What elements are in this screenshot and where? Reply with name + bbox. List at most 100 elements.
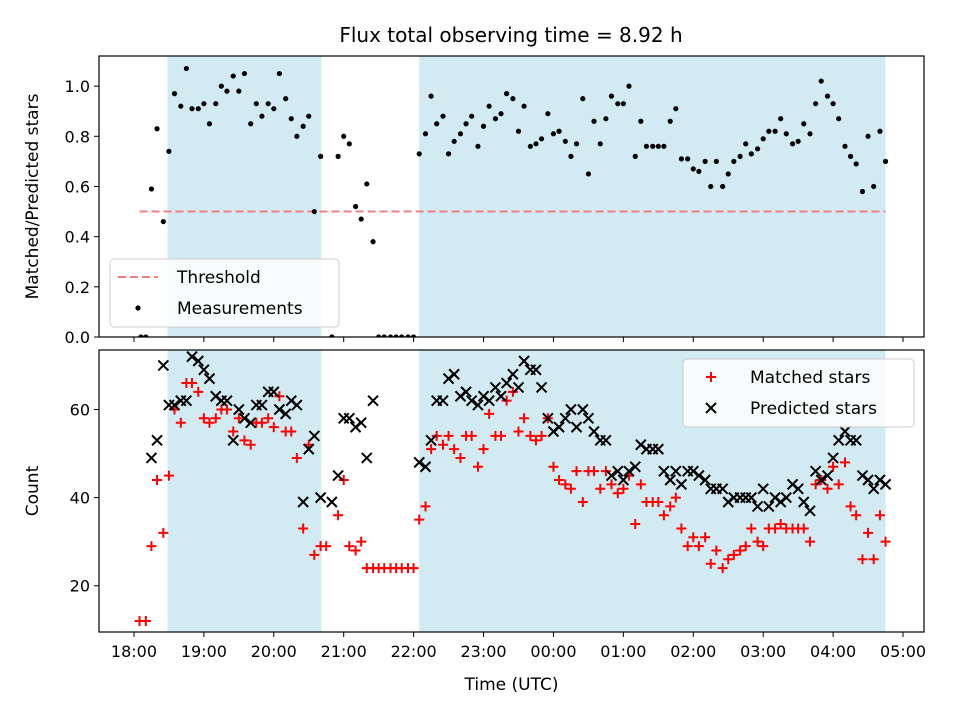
measurement-point [416, 151, 422, 157]
predicted-star-point [489, 381, 502, 394]
predicted-star-point [757, 483, 769, 495]
predicted-star-point [577, 403, 589, 416]
predicted-star-point [448, 368, 460, 380]
y-tick-label: 0.2 [65, 278, 90, 297]
matched-star-point [554, 474, 565, 485]
x-tick-label: 00:00 [530, 642, 576, 661]
legend-label: Matched stars [750, 368, 870, 388]
matched-star-point [163, 470, 174, 481]
predicted-star-point [419, 461, 432, 473]
matched-star-point [152, 474, 163, 485]
predicted-star-point [821, 469, 834, 482]
predicted-star-point [355, 416, 367, 429]
measurement-point [399, 334, 405, 337]
matched-star-point [536, 430, 547, 441]
measurement-point [818, 78, 824, 84]
matched-star-point [670, 492, 681, 503]
measurement-point [294, 133, 300, 139]
y-axis-label: Matched/Predicted stars [23, 93, 43, 299]
measurement-point [440, 113, 446, 119]
x-axis-label: Time (UTC) [464, 675, 559, 695]
measurement-point [475, 143, 481, 149]
predicted-star-point [832, 434, 845, 447]
matched-star-point [612, 488, 623, 499]
matched-star-point [822, 483, 833, 494]
measurement-point [842, 143, 848, 149]
predicted-star-point [233, 403, 245, 416]
measurement-point [492, 116, 499, 122]
measurement-point [230, 73, 236, 79]
predicted-star-point [582, 412, 595, 425]
matched-star-point [775, 519, 786, 530]
matched-star-point [810, 479, 821, 490]
matched-star-point [478, 444, 489, 455]
predicted-star-point [203, 372, 216, 385]
observing-window-shade [167, 350, 322, 632]
predicted-star-point [605, 469, 618, 482]
measurement-point [725, 171, 731, 177]
predicted-star-point [332, 469, 344, 482]
y-tick-label: 0.0 [65, 328, 90, 347]
predicted-star-point [815, 474, 827, 486]
y-tick-label: 1.0 [65, 77, 90, 96]
matched-star-point [268, 422, 279, 433]
matched-star-point [839, 457, 850, 468]
predicted-star-point [512, 381, 525, 394]
measurement-point [138, 334, 144, 337]
matched-star-point [256, 417, 267, 428]
x-tick-label: 02:00 [670, 642, 716, 661]
matched-star-point [437, 439, 448, 450]
predicted-star-point [268, 386, 280, 398]
matched-star-point [851, 510, 862, 521]
matched-star-point [344, 541, 355, 552]
measurement-point [451, 138, 457, 144]
matched-star-point [665, 501, 676, 512]
measurement-point [562, 138, 568, 144]
matched-star-point [658, 510, 669, 521]
matched-star-point [571, 466, 582, 477]
measurement-point [166, 148, 172, 154]
measurement-point [259, 113, 265, 119]
measurement-point [510, 96, 516, 102]
matched-star-point [688, 532, 699, 543]
measurement-point [603, 116, 609, 122]
matched-star-point [513, 426, 524, 437]
legend-label: Measurements [177, 299, 303, 319]
predicted-star-point [314, 491, 327, 504]
predicted-star-point [535, 381, 548, 394]
y-tick-label: 0.6 [65, 177, 90, 196]
predicted-star-point [542, 412, 554, 425]
measurement-point [877, 128, 883, 134]
measurement-point [201, 101, 207, 107]
matched-star-point [565, 483, 576, 494]
measurement-point [283, 96, 289, 102]
measurement-point [702, 158, 708, 164]
measurement-point [591, 118, 597, 124]
measurement-point [573, 141, 580, 147]
predicted-star-point [780, 491, 792, 504]
matched-star-point [595, 483, 606, 494]
matched-star-point [880, 536, 891, 547]
measurement-point [650, 143, 656, 149]
measurement-point [638, 118, 644, 124]
matched-star-point [466, 430, 477, 441]
x-tick-label: 03:00 [740, 642, 786, 661]
measurement-point [550, 131, 557, 137]
measurement-point [608, 93, 615, 99]
measurement-point [486, 103, 492, 109]
predicted-star-point [326, 496, 338, 508]
y-tick-label: 40 [70, 489, 90, 508]
matched-star-point [408, 563, 419, 574]
matched-star-point [676, 523, 687, 534]
predicted-star-point [227, 434, 239, 447]
predicted-star-point [273, 403, 286, 416]
predicted-star-point [303, 443, 315, 455]
measurement-point [248, 121, 254, 127]
measurement-point [376, 334, 382, 337]
matched-star-point [845, 501, 856, 512]
matched-star-point [356, 536, 367, 547]
predicted-star-point [839, 425, 851, 438]
predicted-star-point [472, 399, 484, 411]
measurement-point [341, 133, 347, 139]
measurement-point [183, 65, 189, 72]
